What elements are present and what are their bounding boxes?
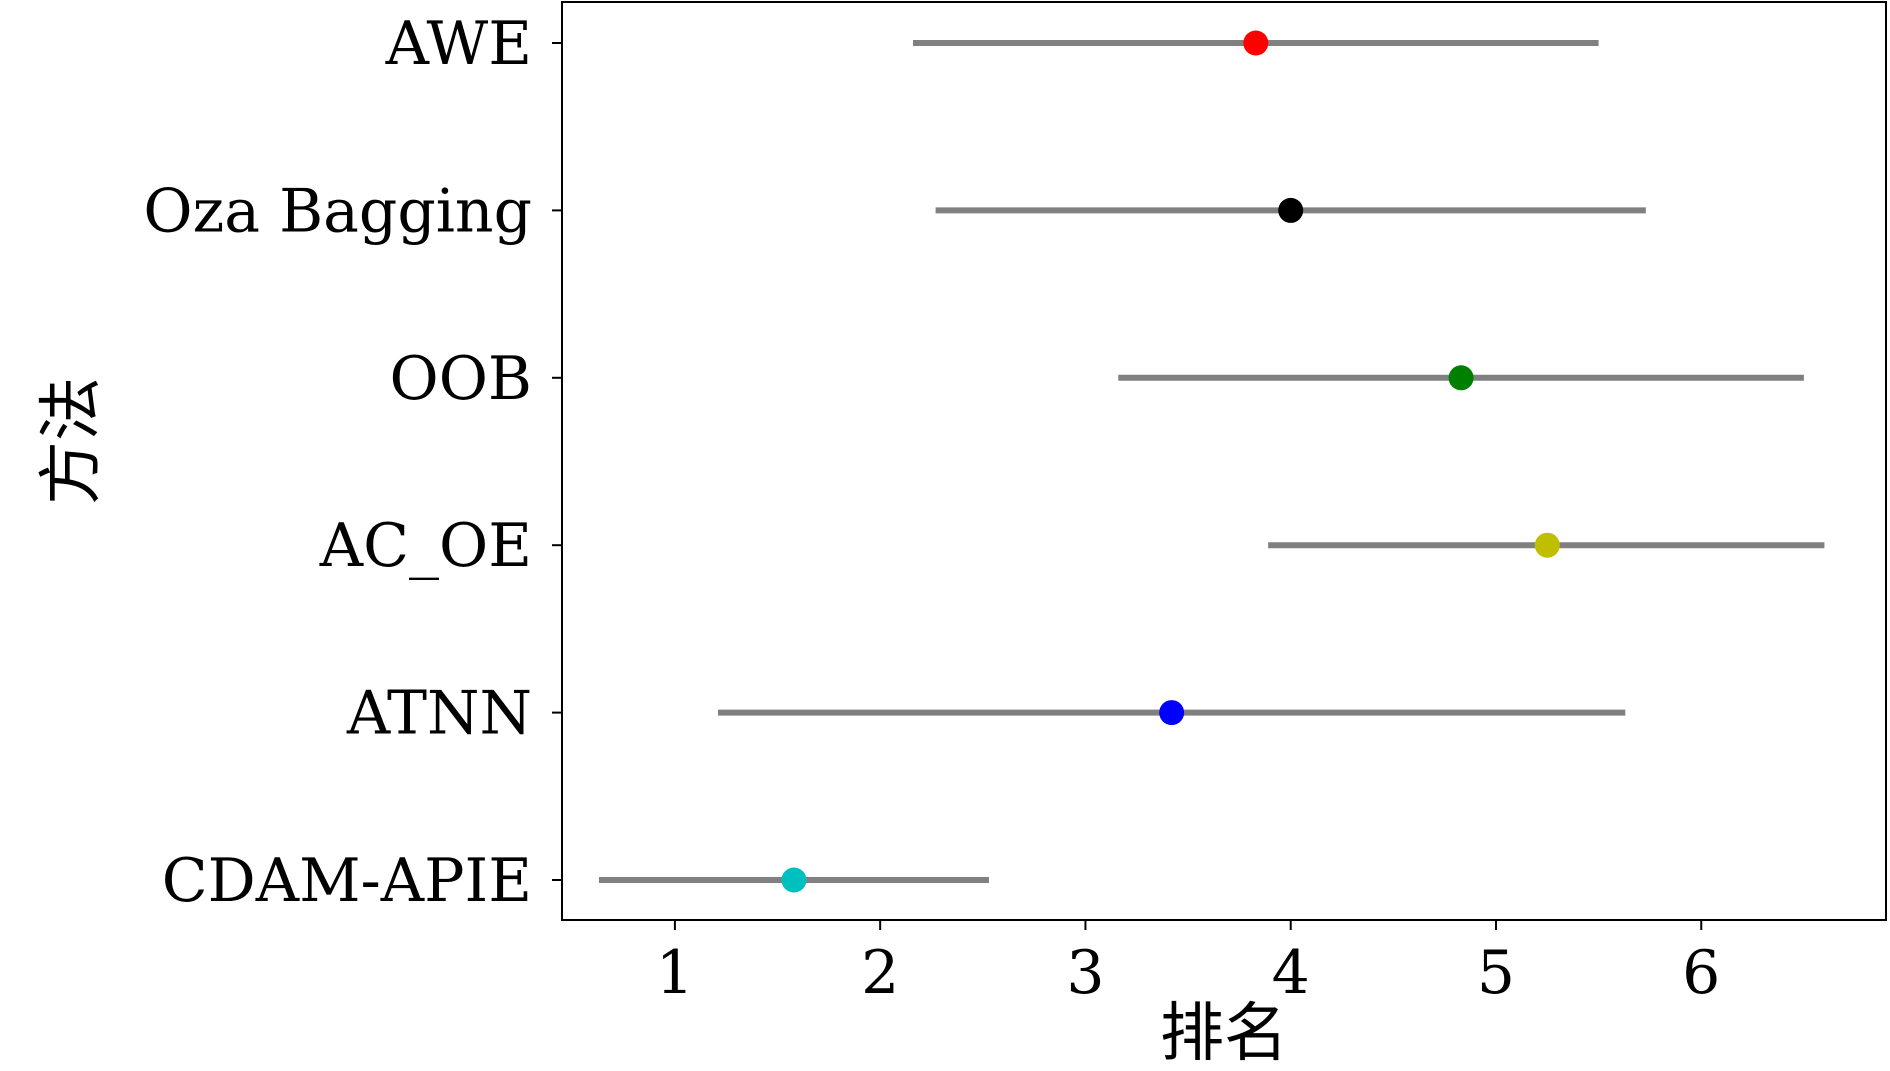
y-axis-label: 方法 — [35, 377, 109, 505]
x-tick-label: 4 — [1272, 938, 1310, 1008]
rank-point — [1278, 197, 1304, 223]
x-tick-label: 2 — [861, 938, 899, 1008]
y-tick-label: Oza Bagging — [143, 176, 532, 246]
data-points — [781, 30, 1560, 893]
x-tick-label: 6 — [1682, 938, 1720, 1008]
rank-point — [1448, 365, 1474, 391]
y-tick-label: AC_OE — [319, 511, 532, 581]
x-axis-ticks: 1 2 3 4 5 6 — [656, 920, 1720, 1008]
rank-point — [1243, 30, 1269, 56]
y-tick-label: ATNN — [346, 679, 532, 749]
plot-frame — [561, 1, 1887, 921]
y-tick-label: CDAM-APIE — [162, 846, 532, 916]
x-tick-label: 5 — [1477, 938, 1515, 1008]
rank-point — [1534, 532, 1560, 558]
x-axis-label: 排名 — [1160, 997, 1288, 1071]
y-axis-ticks: AWE Oza Bagging OOB AC_OE ATNN CDAM-APIE — [143, 9, 562, 916]
rank-point — [781, 867, 807, 893]
rank-point — [1159, 700, 1185, 726]
y-tick-label: OOB — [390, 344, 532, 414]
y-tick-label: AWE — [385, 9, 532, 79]
x-tick-label: 1 — [656, 938, 694, 1008]
x-tick-label: 3 — [1066, 938, 1104, 1008]
